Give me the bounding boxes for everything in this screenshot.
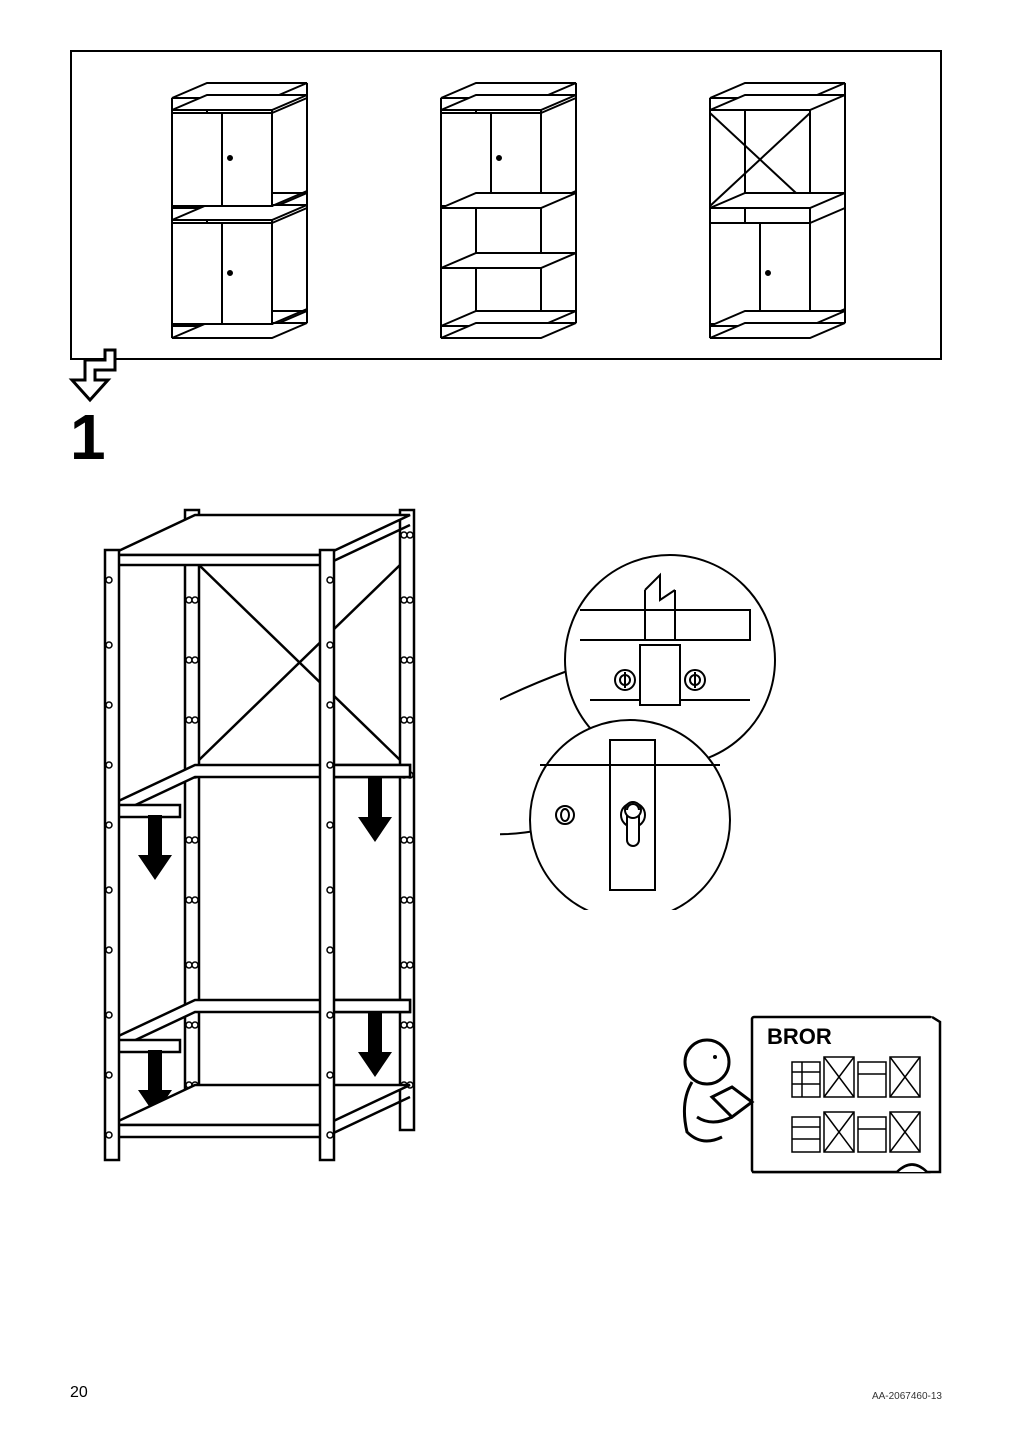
variants-panel bbox=[70, 50, 942, 360]
shelf-variant-2 bbox=[421, 78, 591, 348]
product-name-label: BROR bbox=[767, 1024, 832, 1049]
instruction-page: 1 bbox=[0, 0, 1012, 1432]
shelf-variant-1 bbox=[152, 78, 322, 348]
manual-reference: BROR bbox=[662, 1002, 942, 1182]
shelf-variant-3 bbox=[690, 78, 860, 348]
main-assembly-diagram bbox=[100, 505, 480, 1165]
page-number: 20 bbox=[70, 1384, 88, 1402]
continue-arrow-icon bbox=[60, 345, 120, 405]
detail-callout bbox=[500, 550, 830, 910]
document-id: AA-2067460-13 bbox=[872, 1391, 942, 1402]
step-number: 1 bbox=[70, 400, 106, 474]
